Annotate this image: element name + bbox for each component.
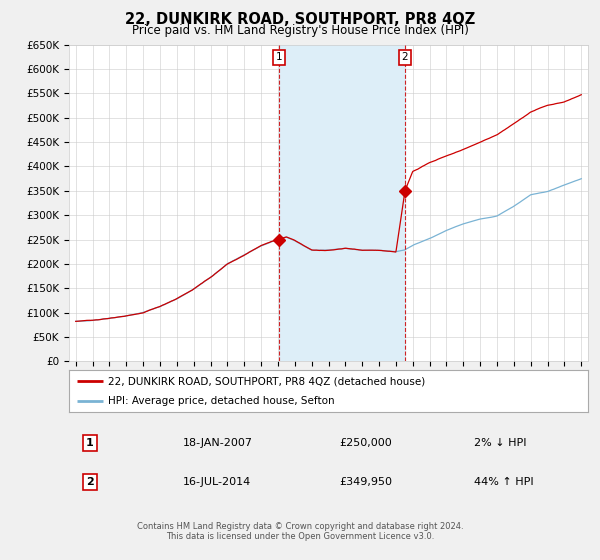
Text: Price paid vs. HM Land Registry's House Price Index (HPI): Price paid vs. HM Land Registry's House … bbox=[131, 24, 469, 37]
Text: HPI: Average price, detached house, Sefton: HPI: Average price, detached house, Seft… bbox=[108, 396, 335, 406]
Text: 22, DUNKIRK ROAD, SOUTHPORT, PR8 4QZ (detached house): 22, DUNKIRK ROAD, SOUTHPORT, PR8 4QZ (de… bbox=[108, 376, 425, 386]
Text: 2: 2 bbox=[401, 53, 409, 63]
Text: £349,950: £349,950 bbox=[339, 477, 392, 487]
Text: Contains HM Land Registry data © Crown copyright and database right 2024.: Contains HM Land Registry data © Crown c… bbox=[137, 522, 463, 531]
Text: 22, DUNKIRK ROAD, SOUTHPORT, PR8 4QZ: 22, DUNKIRK ROAD, SOUTHPORT, PR8 4QZ bbox=[125, 12, 475, 27]
Text: 2: 2 bbox=[86, 477, 94, 487]
Text: 1: 1 bbox=[275, 53, 282, 63]
Text: 44% ↑ HPI: 44% ↑ HPI bbox=[474, 477, 533, 487]
Text: £250,000: £250,000 bbox=[339, 438, 392, 448]
Text: 16-JUL-2014: 16-JUL-2014 bbox=[183, 477, 251, 487]
Text: This data is licensed under the Open Government Licence v3.0.: This data is licensed under the Open Gov… bbox=[166, 532, 434, 541]
Text: 18-JAN-2007: 18-JAN-2007 bbox=[183, 438, 253, 448]
Text: 1: 1 bbox=[86, 438, 94, 448]
Bar bbox=[279, 45, 405, 361]
Text: 2% ↓ HPI: 2% ↓ HPI bbox=[474, 438, 526, 448]
